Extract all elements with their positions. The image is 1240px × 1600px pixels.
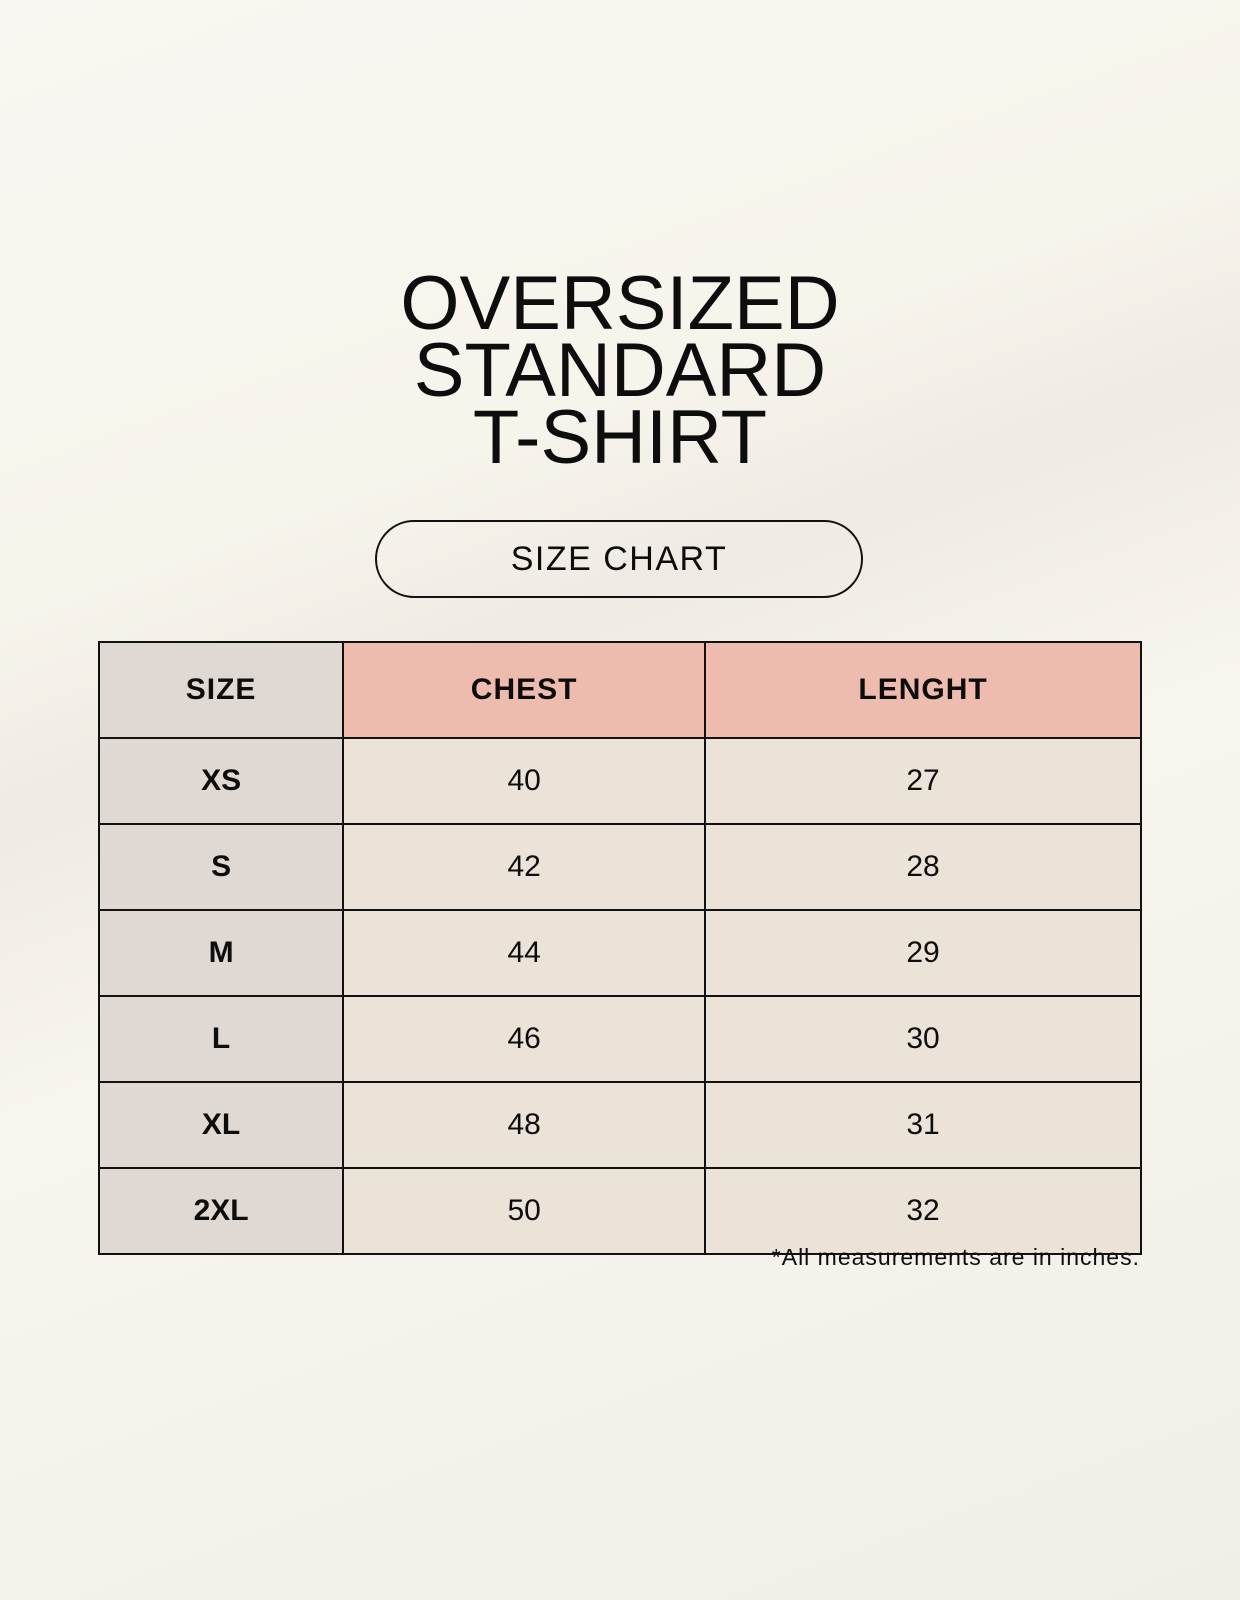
size-cell: XS: [97, 737, 345, 825]
table-row: L 46 30: [97, 995, 1142, 1083]
length-cell: 31: [704, 1081, 1142, 1169]
table-row: M 44 29: [97, 909, 1142, 997]
size-table: SIZE CHEST LENGHT XS 40 27 S 42 28 M 44 29 L 46 30 X…: [97, 641, 1142, 1255]
title-line: T-SHIRT: [472, 395, 768, 480]
header-size: SIZE: [97, 641, 345, 739]
header-chest: CHEST: [342, 641, 707, 739]
chest-cell: 48: [342, 1081, 707, 1169]
table-row: 2XL 50 32: [97, 1167, 1142, 1255]
title-line: OVERSIZED: [400, 261, 840, 346]
table-row: S 42 28: [97, 823, 1142, 911]
length-cell: 29: [704, 909, 1142, 997]
header-length: LENGHT: [704, 641, 1142, 739]
table-header-row: SIZE CHEST LENGHT: [97, 641, 1142, 739]
chest-cell: 46: [342, 995, 707, 1083]
chest-cell: 40: [342, 737, 707, 825]
measurement-note: *All measurements are in inches.: [771, 1244, 1140, 1270]
size-cell: L: [97, 995, 345, 1083]
size-cell: M: [97, 909, 345, 997]
size-cell: XL: [97, 1081, 345, 1169]
length-cell: 28: [704, 823, 1142, 911]
size-chart-badge: SIZE CHART: [375, 520, 863, 598]
size-cell: S: [97, 823, 345, 911]
chest-cell: 44: [342, 909, 707, 997]
length-cell: 30: [704, 995, 1142, 1083]
chest-cell: 42: [342, 823, 707, 911]
table-row: XL 48 31: [97, 1081, 1142, 1169]
length-cell: 27: [704, 737, 1142, 825]
title-line: STANDARD: [413, 328, 827, 413]
table-row: XS 40 27: [97, 737, 1142, 825]
chest-cell: 50: [342, 1167, 707, 1255]
size-cell: 2XL: [97, 1167, 345, 1255]
page-title: OVERSIZED STANDARD T-SHIRT: [0, 261, 1240, 480]
length-cell: 32: [704, 1167, 1142, 1255]
